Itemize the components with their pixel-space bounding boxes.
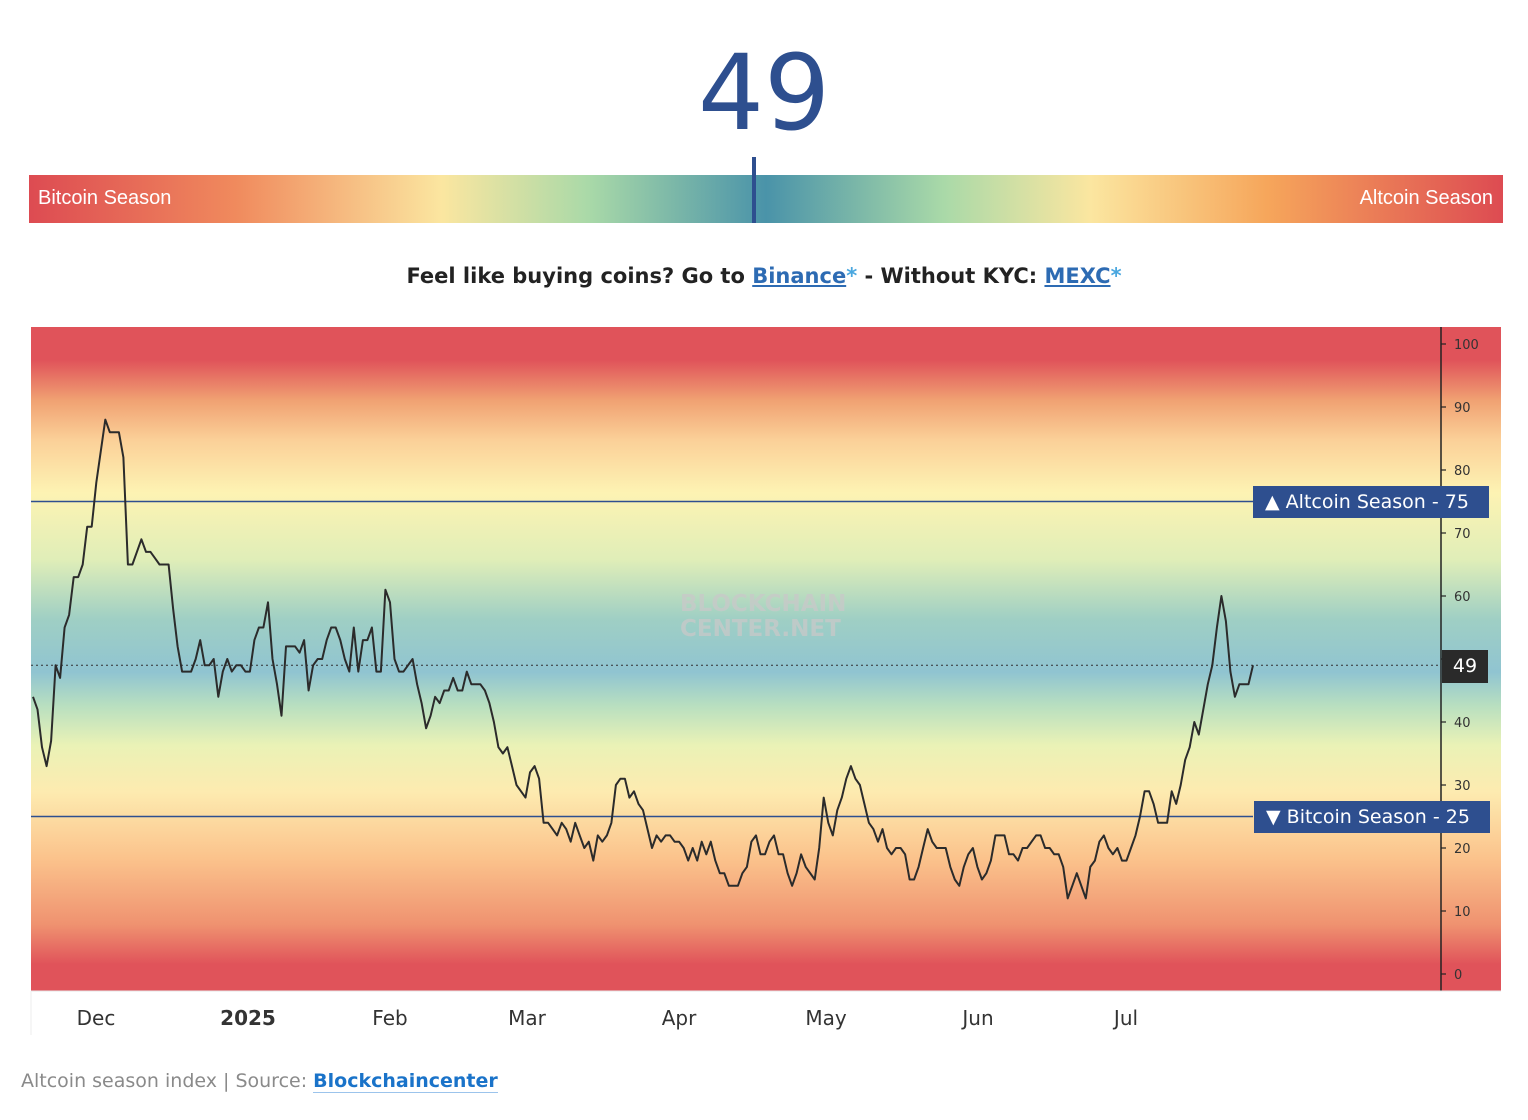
season-gauge: Bitcoin Season Altcoin Season bbox=[29, 157, 1503, 223]
watermark-line1: BLOCKCHAIN bbox=[680, 591, 847, 617]
altcoin-season-threshold-value: 75 bbox=[1444, 491, 1469, 513]
altcoin-index-series-line bbox=[32, 418, 1254, 900]
bitcoin-season-threshold-label: Bitcoin Season bbox=[1286, 806, 1427, 828]
source-link[interactable]: Blockchaincenter bbox=[313, 1070, 498, 1093]
caption-prefix: Altcoin season index | Source: bbox=[21, 1070, 314, 1092]
x-tick-label: Apr bbox=[661, 1006, 697, 1030]
gauge-label-bitcoin-season: Bitcoin Season bbox=[38, 187, 172, 209]
y-tick-label: 70 bbox=[1454, 527, 1471, 542]
y-tick-label: 0 bbox=[1454, 968, 1462, 983]
y-tick-label: 40 bbox=[1454, 716, 1471, 731]
up-triangle-icon: ▲ bbox=[1265, 491, 1280, 513]
x-tick-label: Feb bbox=[372, 1006, 408, 1030]
mexc-link[interactable]: MEXC bbox=[1044, 264, 1111, 288]
y-tick-label: 20 bbox=[1454, 842, 1471, 857]
altcoin-season-threshold-label: Altcoin Season bbox=[1285, 491, 1426, 513]
binance-link[interactable]: Binance bbox=[752, 264, 847, 288]
bitcoin-season-threshold-separator: - bbox=[1426, 806, 1446, 828]
watermark-line2: CENTER.NET bbox=[680, 616, 841, 642]
y-tick-label: 80 bbox=[1454, 464, 1471, 479]
x-tick-label: 2025 bbox=[220, 1006, 276, 1030]
bitcoin-season-threshold-badge: ▼ Bitcoin Season - 25 bbox=[1254, 801, 1490, 833]
x-tick-label: Dec bbox=[76, 1006, 116, 1030]
bitcoin-season-threshold-value: 25 bbox=[1445, 806, 1470, 828]
current-value-badge: 49 bbox=[1442, 650, 1488, 683]
down-triangle-icon: ▼ bbox=[1266, 806, 1281, 828]
chart-plot-area bbox=[31, 327, 1441, 991]
altcoin-season-threshold-separator: - bbox=[1425, 491, 1445, 513]
binance-asterisk: * bbox=[846, 264, 858, 288]
promo-prefix: Feel like buying coins? Go to bbox=[406, 264, 753, 288]
altcoin-season-threshold-badge: ▲ Altcoin Season - 75 bbox=[1253, 486, 1489, 518]
y-tick-label: 100 bbox=[1454, 338, 1479, 353]
gauge-label-altcoin-season: Altcoin Season bbox=[1359, 187, 1493, 209]
y-tick-label: 90 bbox=[1454, 401, 1471, 416]
promo-text: Feel like buying coins? Go to Binance* -… bbox=[0, 264, 1528, 288]
index-value: 49 bbox=[697, 32, 831, 154]
y-tick-label: 30 bbox=[1454, 779, 1471, 794]
x-tick-label: Jul bbox=[1113, 1006, 1139, 1030]
x-tick-label: Mar bbox=[508, 1006, 546, 1030]
y-tick-label: 60 bbox=[1454, 590, 1471, 605]
x-tick-label: Jun bbox=[962, 1006, 994, 1030]
y-tick-label: 10 bbox=[1454, 905, 1471, 920]
watermark: BLOCKCHAIN CENTER.NET bbox=[680, 592, 846, 642]
gauge-marker bbox=[752, 157, 757, 223]
mexc-asterisk: * bbox=[1110, 264, 1122, 288]
chart-caption: Altcoin season index | Source: Blockchai… bbox=[21, 1070, 498, 1093]
x-tick-label: May bbox=[805, 1006, 847, 1030]
promo-middle: - Without KYC: bbox=[857, 264, 1045, 288]
